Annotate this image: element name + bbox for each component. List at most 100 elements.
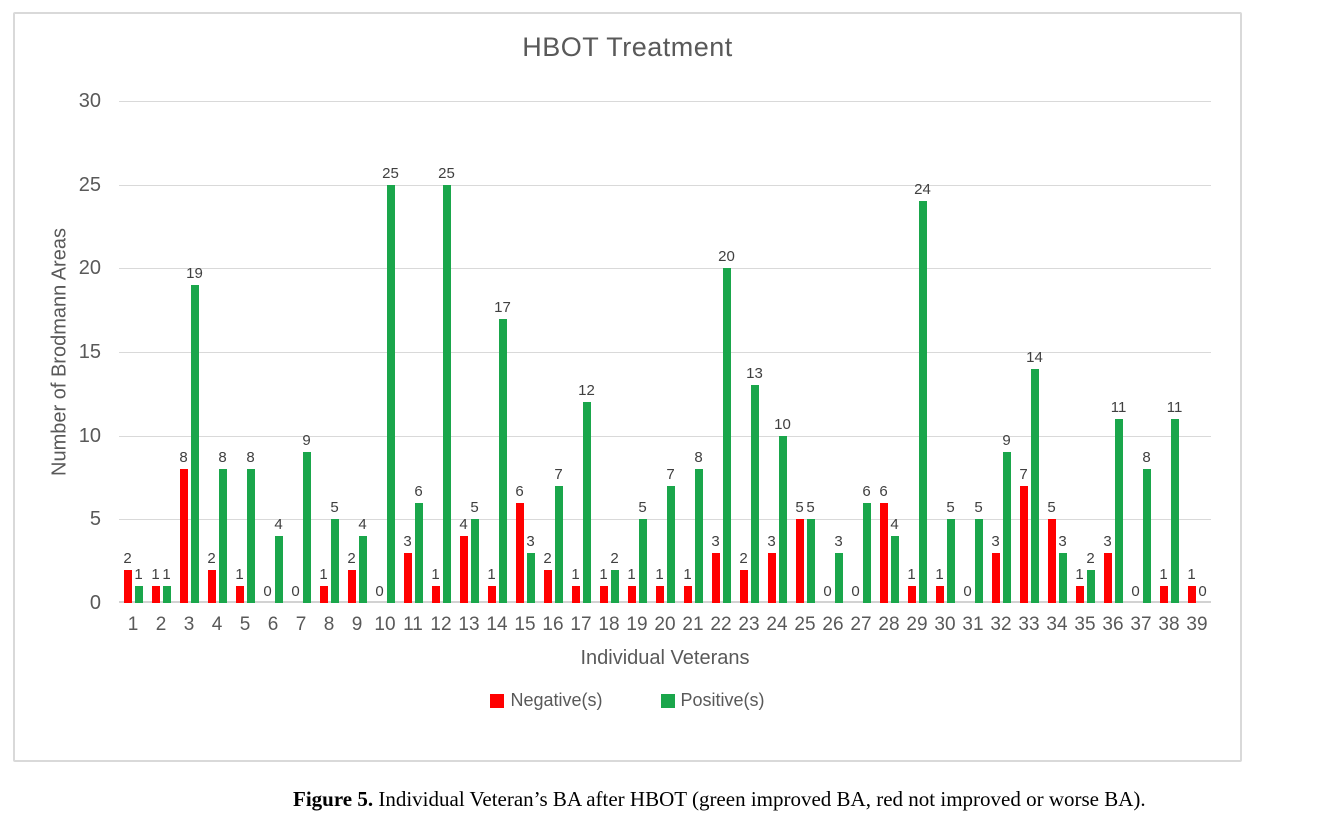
bar-negative-2 bbox=[151, 586, 160, 603]
bar-positive-6 bbox=[274, 536, 283, 603]
gridline-30 bbox=[119, 101, 1211, 102]
data-label-negative-34: 5 bbox=[1047, 499, 1056, 516]
x-tick-label-26: 26 bbox=[822, 614, 844, 635]
x-tick-label-33: 33 bbox=[1018, 614, 1040, 635]
gridline-0 bbox=[119, 601, 1211, 603]
data-label-positive-22: 20 bbox=[718, 248, 735, 265]
plot-area: 0 5 10 15 20 25 30 2 1 1 1 1 2 8 19 3 2 8 4 1 8 5 0 4 6 0 9 7 1 5 8 2 4 9… bbox=[79, 90, 1211, 635]
data-label-negative-21: 1 bbox=[683, 566, 692, 583]
data-label-negative-23: 2 bbox=[739, 550, 748, 567]
data-label-positive-8: 5 bbox=[330, 499, 339, 516]
bar-positive-30 bbox=[946, 519, 955, 603]
data-label-positive-19: 5 bbox=[638, 499, 647, 516]
bar-positive-3 bbox=[190, 285, 199, 603]
data-label-negative-10: 0 bbox=[375, 583, 384, 600]
x-tick-label-6: 6 bbox=[267, 614, 279, 635]
bar-negative-30 bbox=[935, 586, 944, 603]
data-label-positive-17: 12 bbox=[578, 382, 595, 399]
data-label-negative-30: 1 bbox=[935, 566, 944, 583]
data-label-negative-28: 6 bbox=[879, 483, 888, 500]
bar-positive-35 bbox=[1086, 570, 1095, 603]
data-label-positive-34: 3 bbox=[1058, 533, 1067, 550]
legend-label-positive: Positive(s) bbox=[680, 690, 765, 710]
gridline-15 bbox=[119, 352, 1211, 353]
data-label-positive-33: 14 bbox=[1026, 349, 1043, 366]
data-label-positive-38: 11 bbox=[1166, 399, 1183, 416]
bar-positive-36 bbox=[1114, 419, 1123, 603]
data-label-positive-12: 25 bbox=[438, 165, 455, 182]
bar-negative-14 bbox=[487, 586, 496, 603]
x-tick-label-15: 15 bbox=[514, 614, 536, 635]
x-tick-label-32: 32 bbox=[990, 614, 1012, 635]
data-label-negative-1: 2 bbox=[123, 550, 132, 567]
data-label-negative-8: 1 bbox=[319, 566, 328, 583]
legend-swatch-positive-icon bbox=[660, 693, 675, 708]
figure-caption: Figure 5. Individual Veteran’s BA after … bbox=[293, 787, 1146, 812]
bar-negative-29 bbox=[907, 586, 916, 603]
data-label-negative-24: 3 bbox=[767, 533, 776, 550]
x-tick-label-35: 35 bbox=[1074, 614, 1096, 635]
bar-positive-27 bbox=[862, 503, 871, 603]
data-label-negative-20: 1 bbox=[655, 566, 664, 583]
bar-negative-21 bbox=[683, 586, 692, 603]
gridline-25 bbox=[119, 185, 1211, 186]
bar-positive-32 bbox=[1002, 452, 1011, 603]
bar-positive-25 bbox=[806, 519, 815, 603]
data-label-positive-30: 5 bbox=[946, 499, 955, 516]
data-label-positive-7: 9 bbox=[302, 432, 311, 449]
data-label-positive-13: 5 bbox=[470, 499, 479, 516]
data-label-positive-36: 11 bbox=[1110, 399, 1127, 416]
data-label-negative-16: 2 bbox=[543, 550, 552, 567]
x-tick-label-16: 16 bbox=[542, 614, 564, 635]
x-tick-label-24: 24 bbox=[766, 614, 788, 635]
data-label-positive-32: 9 bbox=[1002, 432, 1011, 449]
x-tick-label-8: 8 bbox=[323, 614, 335, 635]
x-tick-label-12: 12 bbox=[430, 614, 452, 635]
data-label-positive-2: 1 bbox=[162, 566, 171, 583]
data-label-negative-3: 8 bbox=[179, 449, 188, 466]
data-label-positive-9: 4 bbox=[358, 516, 367, 533]
x-tick-label-36: 36 bbox=[1102, 614, 1124, 635]
data-label-negative-35: 1 bbox=[1075, 566, 1084, 583]
data-label-positive-27: 6 bbox=[862, 483, 871, 500]
x-axis-title: Individual Veterans bbox=[580, 647, 750, 669]
bar-negative-17 bbox=[571, 586, 580, 603]
bar-positive-19 bbox=[638, 519, 647, 603]
data-label-positive-4: 8 bbox=[218, 449, 227, 466]
x-tick-label-9: 9 bbox=[351, 614, 363, 635]
data-label-negative-19: 1 bbox=[627, 566, 636, 583]
bar-positive-17 bbox=[582, 402, 591, 603]
data-label-positive-29: 24 bbox=[914, 181, 931, 198]
bar-positive-28 bbox=[890, 536, 899, 603]
data-label-positive-14: 17 bbox=[494, 299, 511, 316]
bar-negative-11 bbox=[403, 553, 412, 603]
data-label-negative-17: 1 bbox=[571, 566, 580, 583]
bar-positive-23 bbox=[750, 385, 759, 603]
bar-positive-24 bbox=[778, 436, 787, 603]
bar-positive-4 bbox=[218, 469, 227, 603]
bar-negative-32 bbox=[991, 553, 1000, 603]
data-label-negative-15: 6 bbox=[515, 483, 524, 500]
bar-negative-25 bbox=[795, 519, 804, 603]
bar-negative-3 bbox=[179, 469, 188, 603]
bar-positive-8 bbox=[330, 519, 339, 603]
data-label-negative-38: 1 bbox=[1159, 566, 1168, 583]
bar-positive-5 bbox=[246, 469, 255, 603]
x-tick-label-34: 34 bbox=[1046, 614, 1068, 635]
gridline-5 bbox=[119, 519, 1211, 520]
data-label-negative-36: 3 bbox=[1103, 533, 1112, 550]
y-tick-label-25: 25 bbox=[78, 174, 101, 196]
data-label-positive-25: 5 bbox=[806, 499, 815, 516]
data-label-positive-31: 5 bbox=[974, 499, 983, 516]
data-label-positive-39: 0 bbox=[1198, 583, 1207, 600]
x-tick-label-38: 38 bbox=[1158, 614, 1180, 635]
chart-frame: HBOT Treatment Number of Brodmann Areas … bbox=[13, 12, 1242, 762]
data-label-negative-13: 4 bbox=[459, 516, 468, 533]
x-tick-label-37: 37 bbox=[1130, 614, 1152, 635]
chart-legend: Negative(s) Positive(s) bbox=[15, 690, 1240, 711]
data-label-negative-6: 0 bbox=[263, 583, 272, 600]
data-label-positive-21: 8 bbox=[694, 449, 703, 466]
data-label-positive-26: 3 bbox=[834, 533, 843, 550]
bar-negative-15 bbox=[515, 503, 524, 603]
bar-negative-28 bbox=[879, 503, 888, 603]
